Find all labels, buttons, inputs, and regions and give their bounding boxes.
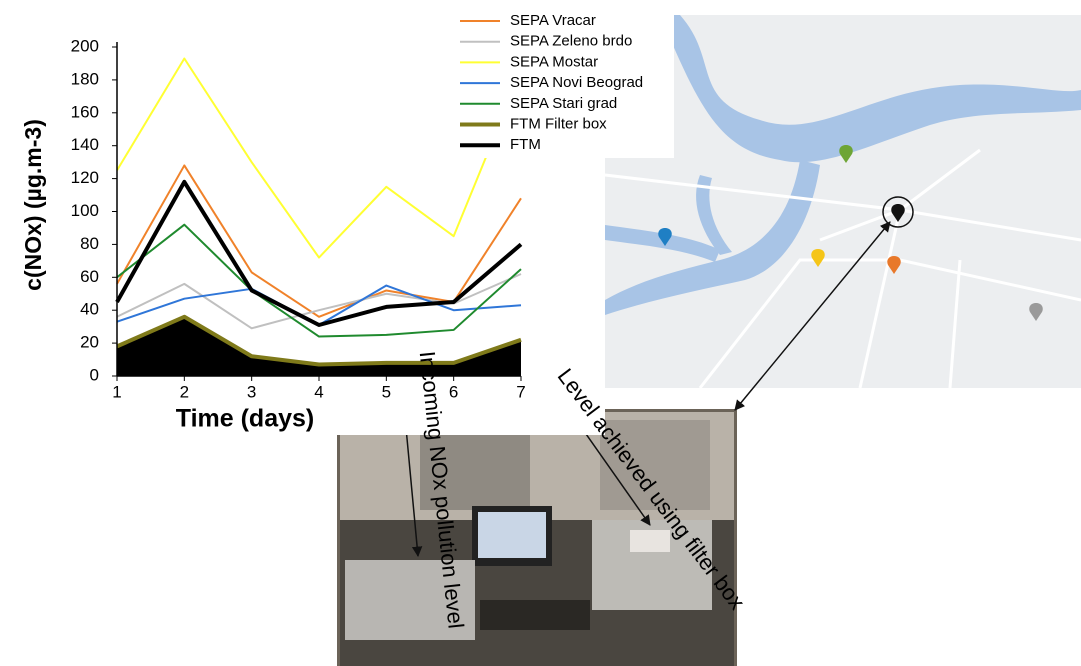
x-tick-label: 1: [112, 382, 121, 401]
y-tick-label: 120: [71, 168, 99, 187]
line: [116, 223, 522, 338]
y-tick-label: 80: [80, 234, 99, 253]
x-tick-label: 2: [180, 382, 189, 401]
y-tick-label: 0: [90, 365, 99, 384]
y-tick-label: 180: [71, 69, 99, 88]
x-tick-label: 4: [314, 382, 323, 401]
y-tick-label: 100: [71, 201, 99, 220]
legend-label: SEPA Vracar: [510, 12, 596, 29]
legend-label: FTM: [510, 136, 541, 153]
line: [115, 179, 523, 328]
x-tick-label: 6: [449, 382, 458, 401]
legend-label: SEPA Zeleno brdo: [510, 33, 632, 50]
x-tick-label: 3: [247, 382, 256, 401]
x-tick-label: 7: [516, 382, 525, 401]
y-axis-label: c(NOx) (µg.m-3): [20, 119, 46, 291]
line: [116, 57, 522, 259]
line: [116, 314, 522, 367]
x-tick-label: 5: [382, 382, 391, 401]
map: [604, 15, 1081, 389]
legend: SEPA Vracar SEPA Zeleno brdo SEPA Mostar SE…: [452, 8, 674, 158]
legend-label: FTM Filter box: [510, 115, 607, 132]
legend-label: SEPA Stari grad: [510, 95, 617, 112]
y-tick-label: 40: [80, 300, 99, 319]
chart: 0 20 40 60 80 100 120 140 160 180 200 1 2 3 4 5 6 7 Time (…: [20, 8, 674, 435]
legend-label: SEPA Novi Beograd: [510, 74, 643, 91]
y-tick-label: 200: [71, 36, 99, 55]
y-tick-label: 20: [80, 333, 99, 352]
y-tick-label: 60: [80, 267, 99, 286]
y-tick-label: 140: [71, 135, 99, 154]
legend-label: SEPA Mostar: [510, 53, 598, 70]
y-tick-label: 160: [71, 102, 99, 121]
x-axis-label: Time (days): [176, 405, 314, 433]
area: [117, 316, 521, 376]
